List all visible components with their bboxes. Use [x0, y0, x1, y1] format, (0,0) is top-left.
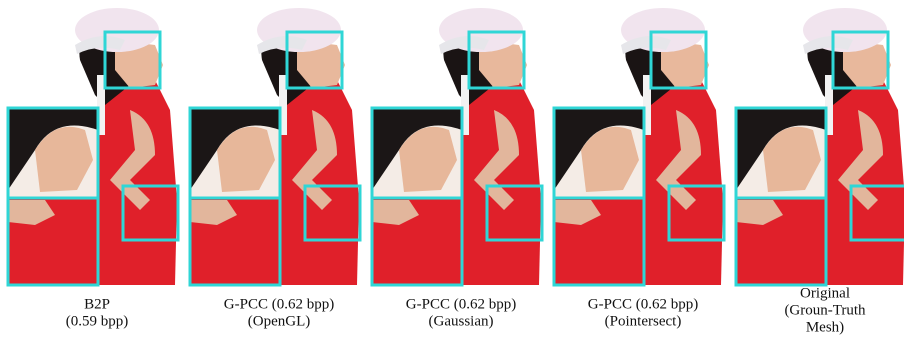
caption-line: (OpenGL): [248, 313, 310, 329]
caption-line: G-PCC (0.62 bpp): [588, 296, 698, 312]
panel: B2P(0.59 bpp): [8, 8, 178, 329]
panel: G-PCC (0.62 bpp)(Pointersect): [554, 8, 724, 329]
caption-line: B2P: [84, 296, 110, 312]
panel: G-PCC (0.62 bpp)(OpenGL): [190, 8, 360, 329]
figure: B2P(0.59 bpp)G-PCC (0.62 bpp)(OpenGL)G-P…: [0, 0, 904, 347]
caption-line: (Gaussian): [429, 313, 494, 329]
body: [277, 80, 359, 285]
body: [823, 80, 904, 285]
body: [459, 80, 541, 285]
caption-line: (Groun-Truth: [784, 302, 866, 318]
caption-line: (Pointersect): [605, 313, 682, 329]
caption-line: G-PCC (0.62 bpp): [224, 296, 334, 312]
panel: G-PCC (0.62 bpp)(Gaussian): [372, 8, 542, 329]
caption-line: G-PCC (0.62 bpp): [406, 296, 516, 312]
body: [641, 80, 723, 285]
caption-line: Original: [800, 285, 850, 301]
body: [95, 80, 177, 285]
caption-line: Mesh): [806, 319, 844, 335]
caption-line: (0.59 bpp): [66, 313, 129, 329]
